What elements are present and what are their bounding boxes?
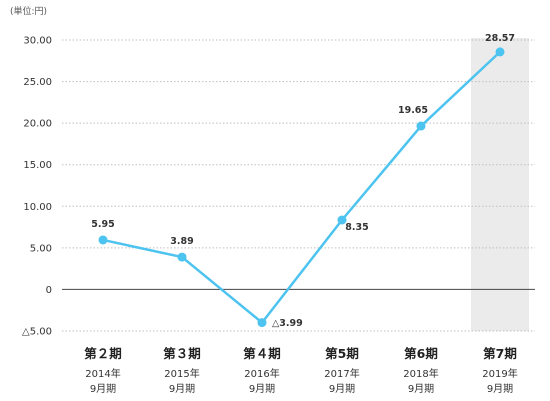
- highlight-band: [471, 38, 529, 331]
- y-tick-label: 25.00: [23, 77, 52, 88]
- category-period-label: 第２期: [84, 346, 122, 361]
- category-month-label: 9月期: [249, 383, 275, 395]
- category-year-label: 2014年: [85, 367, 120, 380]
- data-label: 3.89: [170, 236, 193, 247]
- category-month-label: 9月期: [329, 383, 355, 395]
- y-tick-label: 15.00: [23, 160, 52, 171]
- category-month-label: 9月期: [408, 383, 434, 395]
- y-tick-label: 20.00: [23, 119, 52, 130]
- category-year-label: 2019年: [482, 367, 517, 380]
- category-year-label: 2018年: [403, 367, 438, 380]
- category-period-label: 第6期: [404, 346, 438, 361]
- series-line: [102, 50, 501, 324]
- data-point: [495, 47, 505, 57]
- data-label: 8.35: [345, 222, 368, 233]
- category-period-label: 第7期: [483, 346, 517, 361]
- category-period-label: 第5期: [325, 346, 359, 361]
- data-label: △3.99: [272, 318, 303, 329]
- unit-label: (単位:円): [10, 5, 47, 17]
- category-month-label: 9月期: [487, 383, 513, 395]
- y-tick-label: 0: [46, 285, 52, 296]
- data-label: 5.95: [91, 219, 114, 230]
- data-point: [257, 318, 267, 328]
- data-point: [98, 235, 108, 245]
- data-label: 19.65: [398, 105, 428, 116]
- data-point: [177, 252, 187, 262]
- category-month-label: 9月期: [90, 383, 116, 395]
- y-tick-label: 30.00: [23, 36, 52, 47]
- data-point: [337, 215, 347, 225]
- data-label: 28.57: [485, 33, 515, 44]
- y-tick-label: 10.00: [23, 202, 52, 213]
- category-period-label: 第４期: [243, 346, 281, 361]
- category-year-label: 2015年: [164, 367, 199, 380]
- category-month-label: 9月期: [169, 383, 195, 395]
- y-tick-label: △5.00: [22, 327, 52, 338]
- category-year-label: 2017年: [324, 367, 359, 380]
- y-tick-label: 5.00: [30, 243, 52, 254]
- category-year-label: 2016年: [244, 367, 279, 380]
- data-point: [416, 121, 426, 131]
- category-period-label: 第３期: [163, 346, 201, 361]
